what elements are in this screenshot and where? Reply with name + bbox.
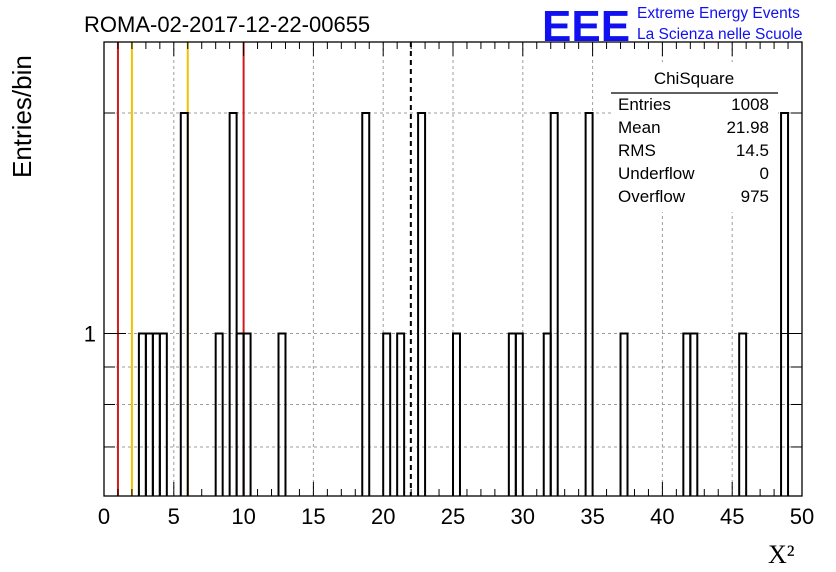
stats-box: ChiSquare Entries 1008 Mean 21.98 RMS 14.5 Und… bbox=[611, 62, 778, 212]
x-tick-label: 20 bbox=[371, 504, 395, 529]
histogram-bar bbox=[689, 332, 699, 496]
histogram-bar bbox=[361, 111, 371, 496]
stats-value-overflow: 975 bbox=[741, 187, 769, 206]
histogram-bar bbox=[151, 332, 161, 496]
histogram-bar bbox=[179, 111, 189, 496]
histogram-bar bbox=[158, 332, 168, 496]
histogram-bar bbox=[417, 111, 427, 496]
histogram-bar bbox=[144, 332, 154, 496]
x-tick-label: 40 bbox=[650, 504, 674, 529]
histogram-bar bbox=[542, 332, 552, 496]
eee-logo-line2: La Scienza nelle Scuole bbox=[637, 26, 802, 43]
histogram-bar bbox=[619, 332, 629, 496]
x-tick-label: 15 bbox=[301, 504, 325, 529]
eee-logo: EEE Extreme Energy Events La Scienza nel… bbox=[542, 2, 802, 51]
y-tick-label: 1 bbox=[84, 321, 96, 346]
histogram bbox=[137, 111, 790, 496]
histogram-bar bbox=[549, 111, 559, 496]
stats-rows: Entries 1008 Mean 21.98 RMS 14.5 Underflow 0 Ove… bbox=[618, 95, 769, 206]
histogram-bar bbox=[682, 332, 692, 496]
stats-value-mean: 21.98 bbox=[726, 118, 769, 137]
histogram-bar bbox=[228, 111, 238, 496]
histogram-bar bbox=[396, 332, 406, 496]
x-tick-label: 45 bbox=[720, 504, 744, 529]
histogram-bar bbox=[738, 332, 748, 496]
histogram-bar bbox=[584, 111, 594, 496]
stats-label-rms: RMS bbox=[618, 141, 656, 160]
x-tick-label: 0 bbox=[98, 504, 110, 529]
histogram-bar bbox=[277, 332, 287, 496]
histogram-bar bbox=[242, 332, 252, 496]
x-tick-label: 5 bbox=[168, 504, 180, 529]
stats-value-underflow: 0 bbox=[760, 164, 769, 183]
reference-lines bbox=[116, 42, 412, 496]
histogram-bar bbox=[382, 332, 392, 496]
axis-ticks bbox=[103, 42, 803, 496]
x-tick-label: 35 bbox=[580, 504, 604, 529]
eee-logo-mark: EEE bbox=[542, 2, 630, 51]
stats-box-background bbox=[612, 62, 778, 212]
stats-label-mean: Mean bbox=[618, 118, 661, 137]
stats-title: ChiSquare bbox=[654, 69, 734, 88]
x-tick-label: 25 bbox=[441, 504, 465, 529]
stats-label-entries: Entries bbox=[618, 95, 671, 114]
chart-title: ROMA-02-2017-12-22-00655 bbox=[84, 12, 370, 37]
x-axis-label: X² bbox=[768, 540, 795, 569]
histogram-bar bbox=[137, 332, 147, 496]
x-tick-label: 50 bbox=[790, 504, 814, 529]
stats-value-rms: 14.5 bbox=[736, 141, 769, 160]
x-tick-label: 30 bbox=[511, 504, 535, 529]
x-tick-label: 10 bbox=[231, 504, 255, 529]
x-tick-labels: 0 5 10 15 20 25 30 35 40 45 50 bbox=[98, 504, 814, 529]
stats-label-overflow: Overflow bbox=[618, 187, 686, 206]
histogram-bar bbox=[514, 332, 524, 496]
histogram-bar bbox=[214, 332, 224, 496]
eee-logo-line1: Extreme Energy Events bbox=[637, 5, 800, 22]
histogram-bar bbox=[507, 332, 517, 496]
y-axis-label: Entries/bin bbox=[7, 55, 37, 178]
stats-value-entries: 1008 bbox=[731, 95, 769, 114]
histogram-bar bbox=[780, 111, 790, 496]
stats-label-underflow: Underflow bbox=[618, 164, 695, 183]
y-tick-labels: 1 bbox=[84, 321, 96, 346]
histogram-bar bbox=[235, 332, 245, 496]
histogram-bar bbox=[452, 332, 461, 496]
